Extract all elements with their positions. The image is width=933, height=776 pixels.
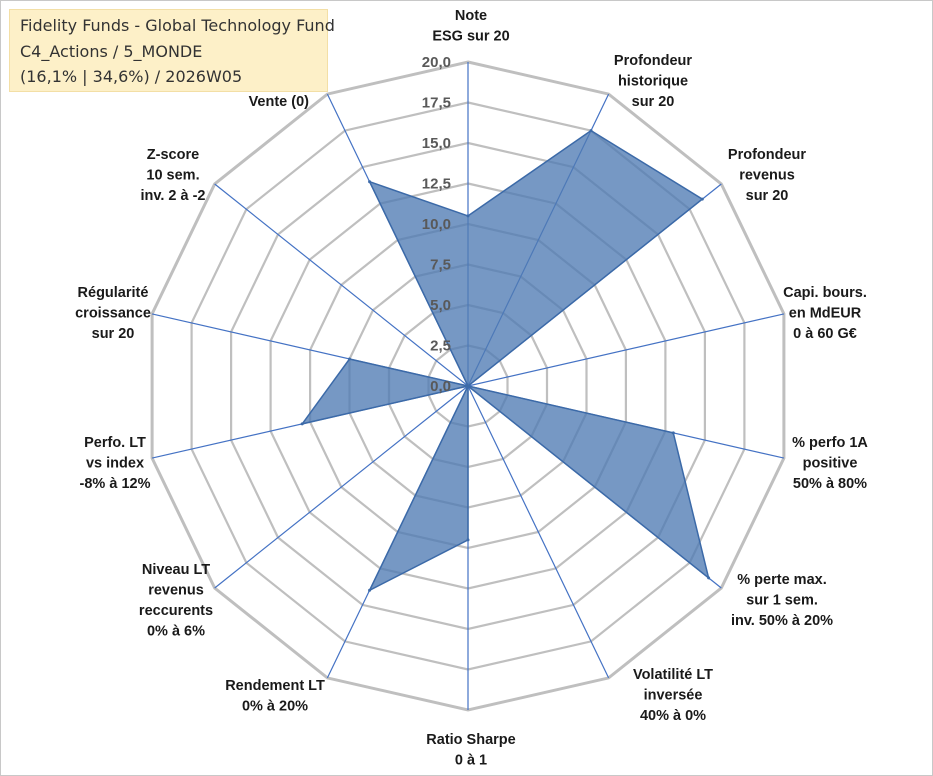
axis-label: % perfo 1A bbox=[792, 435, 868, 451]
data-point bbox=[707, 576, 711, 580]
tick-label: 2,5 bbox=[430, 338, 451, 355]
axis-label: inv. 2 à -2 bbox=[140, 188, 205, 204]
chart-title-performance: (16,1% | 34,6%) / 2026W05 bbox=[20, 67, 243, 86]
axis-label: 50% à 80% bbox=[793, 476, 867, 492]
axis-label: 0% à 20% bbox=[242, 699, 308, 715]
axis-label: Perfo. LT bbox=[84, 435, 146, 451]
axis-label: sur 1 sem. bbox=[746, 593, 818, 609]
tick-label: 0,0 bbox=[430, 378, 451, 395]
axis-label: Profondeur bbox=[614, 53, 692, 69]
data-point bbox=[348, 357, 351, 361]
axis-label: 10 sem. bbox=[146, 168, 199, 184]
axis-label: 40% à 0% bbox=[640, 708, 706, 724]
axis-spoke bbox=[467, 385, 610, 679]
radar-series bbox=[300, 129, 711, 592]
tick-label: 7,5 bbox=[430, 257, 451, 274]
axis-label: croissance bbox=[75, 306, 151, 322]
axis-label: revenus bbox=[148, 583, 204, 599]
tick-label: 20,0 bbox=[422, 54, 451, 71]
data-series-area bbox=[300, 129, 710, 592]
axis-label: historique bbox=[618, 74, 688, 90]
tick-label: 17,5 bbox=[422, 95, 451, 112]
axis-label: inversée bbox=[644, 688, 703, 704]
axis-label: sur 20 bbox=[632, 94, 675, 110]
data-point bbox=[700, 197, 704, 201]
axis-label: Note bbox=[455, 8, 487, 24]
data-point bbox=[368, 180, 372, 184]
axis-label: Vente (0) bbox=[249, 94, 310, 110]
axis-label: 0 à 60 G€ bbox=[793, 326, 857, 342]
axis-label: % perte max. bbox=[737, 572, 826, 588]
axis-label: reccurents bbox=[139, 603, 213, 619]
axis-label: positive bbox=[803, 456, 858, 472]
axis-label: en MdEUR bbox=[789, 306, 862, 322]
tick-label: 5,0 bbox=[430, 297, 451, 314]
tick-label: 12,5 bbox=[422, 176, 451, 193]
data-point bbox=[300, 422, 304, 426]
radar-tick-labels: 0,0 2,5 5,0 7,5 10,0 12,5 15,0 17,5 20,0 bbox=[422, 54, 451, 395]
axis-label: Volatilité LT bbox=[633, 667, 713, 683]
axis-label: 0 à 1 bbox=[455, 753, 487, 769]
data-point bbox=[466, 214, 470, 218]
axis-label: Capi. bours. bbox=[783, 285, 867, 301]
axis-label: Régularité bbox=[78, 285, 149, 301]
axis-label: Profondeur bbox=[728, 147, 806, 163]
tick-label: 15,0 bbox=[422, 135, 451, 152]
axis-label: ESG sur 20 bbox=[432, 29, 509, 45]
axis-label: sur 20 bbox=[746, 188, 789, 204]
data-point bbox=[671, 431, 675, 435]
axis-label: Rendement LT bbox=[225, 678, 325, 694]
axis-label: Z-score bbox=[147, 147, 199, 163]
axis-label: Ratio Sharpe bbox=[426, 732, 515, 748]
axis-label: vs index bbox=[86, 456, 144, 472]
axis-spoke bbox=[214, 183, 469, 387]
axis-spoke bbox=[467, 313, 785, 387]
axis-label: 0% à 6% bbox=[147, 624, 205, 640]
data-point bbox=[466, 538, 470, 542]
data-point bbox=[368, 588, 372, 592]
chart-title-box: Fidelity Funds - Global Technology Fund … bbox=[9, 9, 335, 92]
chart-title-fund-name: Fidelity Funds - Global Technology Fund bbox=[20, 16, 335, 35]
axis-label: sur 20 bbox=[92, 326, 135, 342]
axis-spoke bbox=[214, 385, 469, 589]
tick-label: 10,0 bbox=[422, 216, 451, 233]
chart-title-category: C4_Actions / 5_MONDE bbox=[20, 42, 203, 61]
axis-label: -8% à 12% bbox=[80, 476, 151, 492]
data-point bbox=[466, 384, 470, 388]
axis-label: Niveau LT bbox=[142, 562, 210, 578]
axis-label: inv. 50% à 20% bbox=[731, 613, 833, 629]
axis-label: revenus bbox=[739, 168, 795, 184]
data-point bbox=[589, 129, 593, 133]
radar-axis-labels: Note ESG sur 20 Profondeur historique sur 20… bbox=[75, 8, 868, 769]
